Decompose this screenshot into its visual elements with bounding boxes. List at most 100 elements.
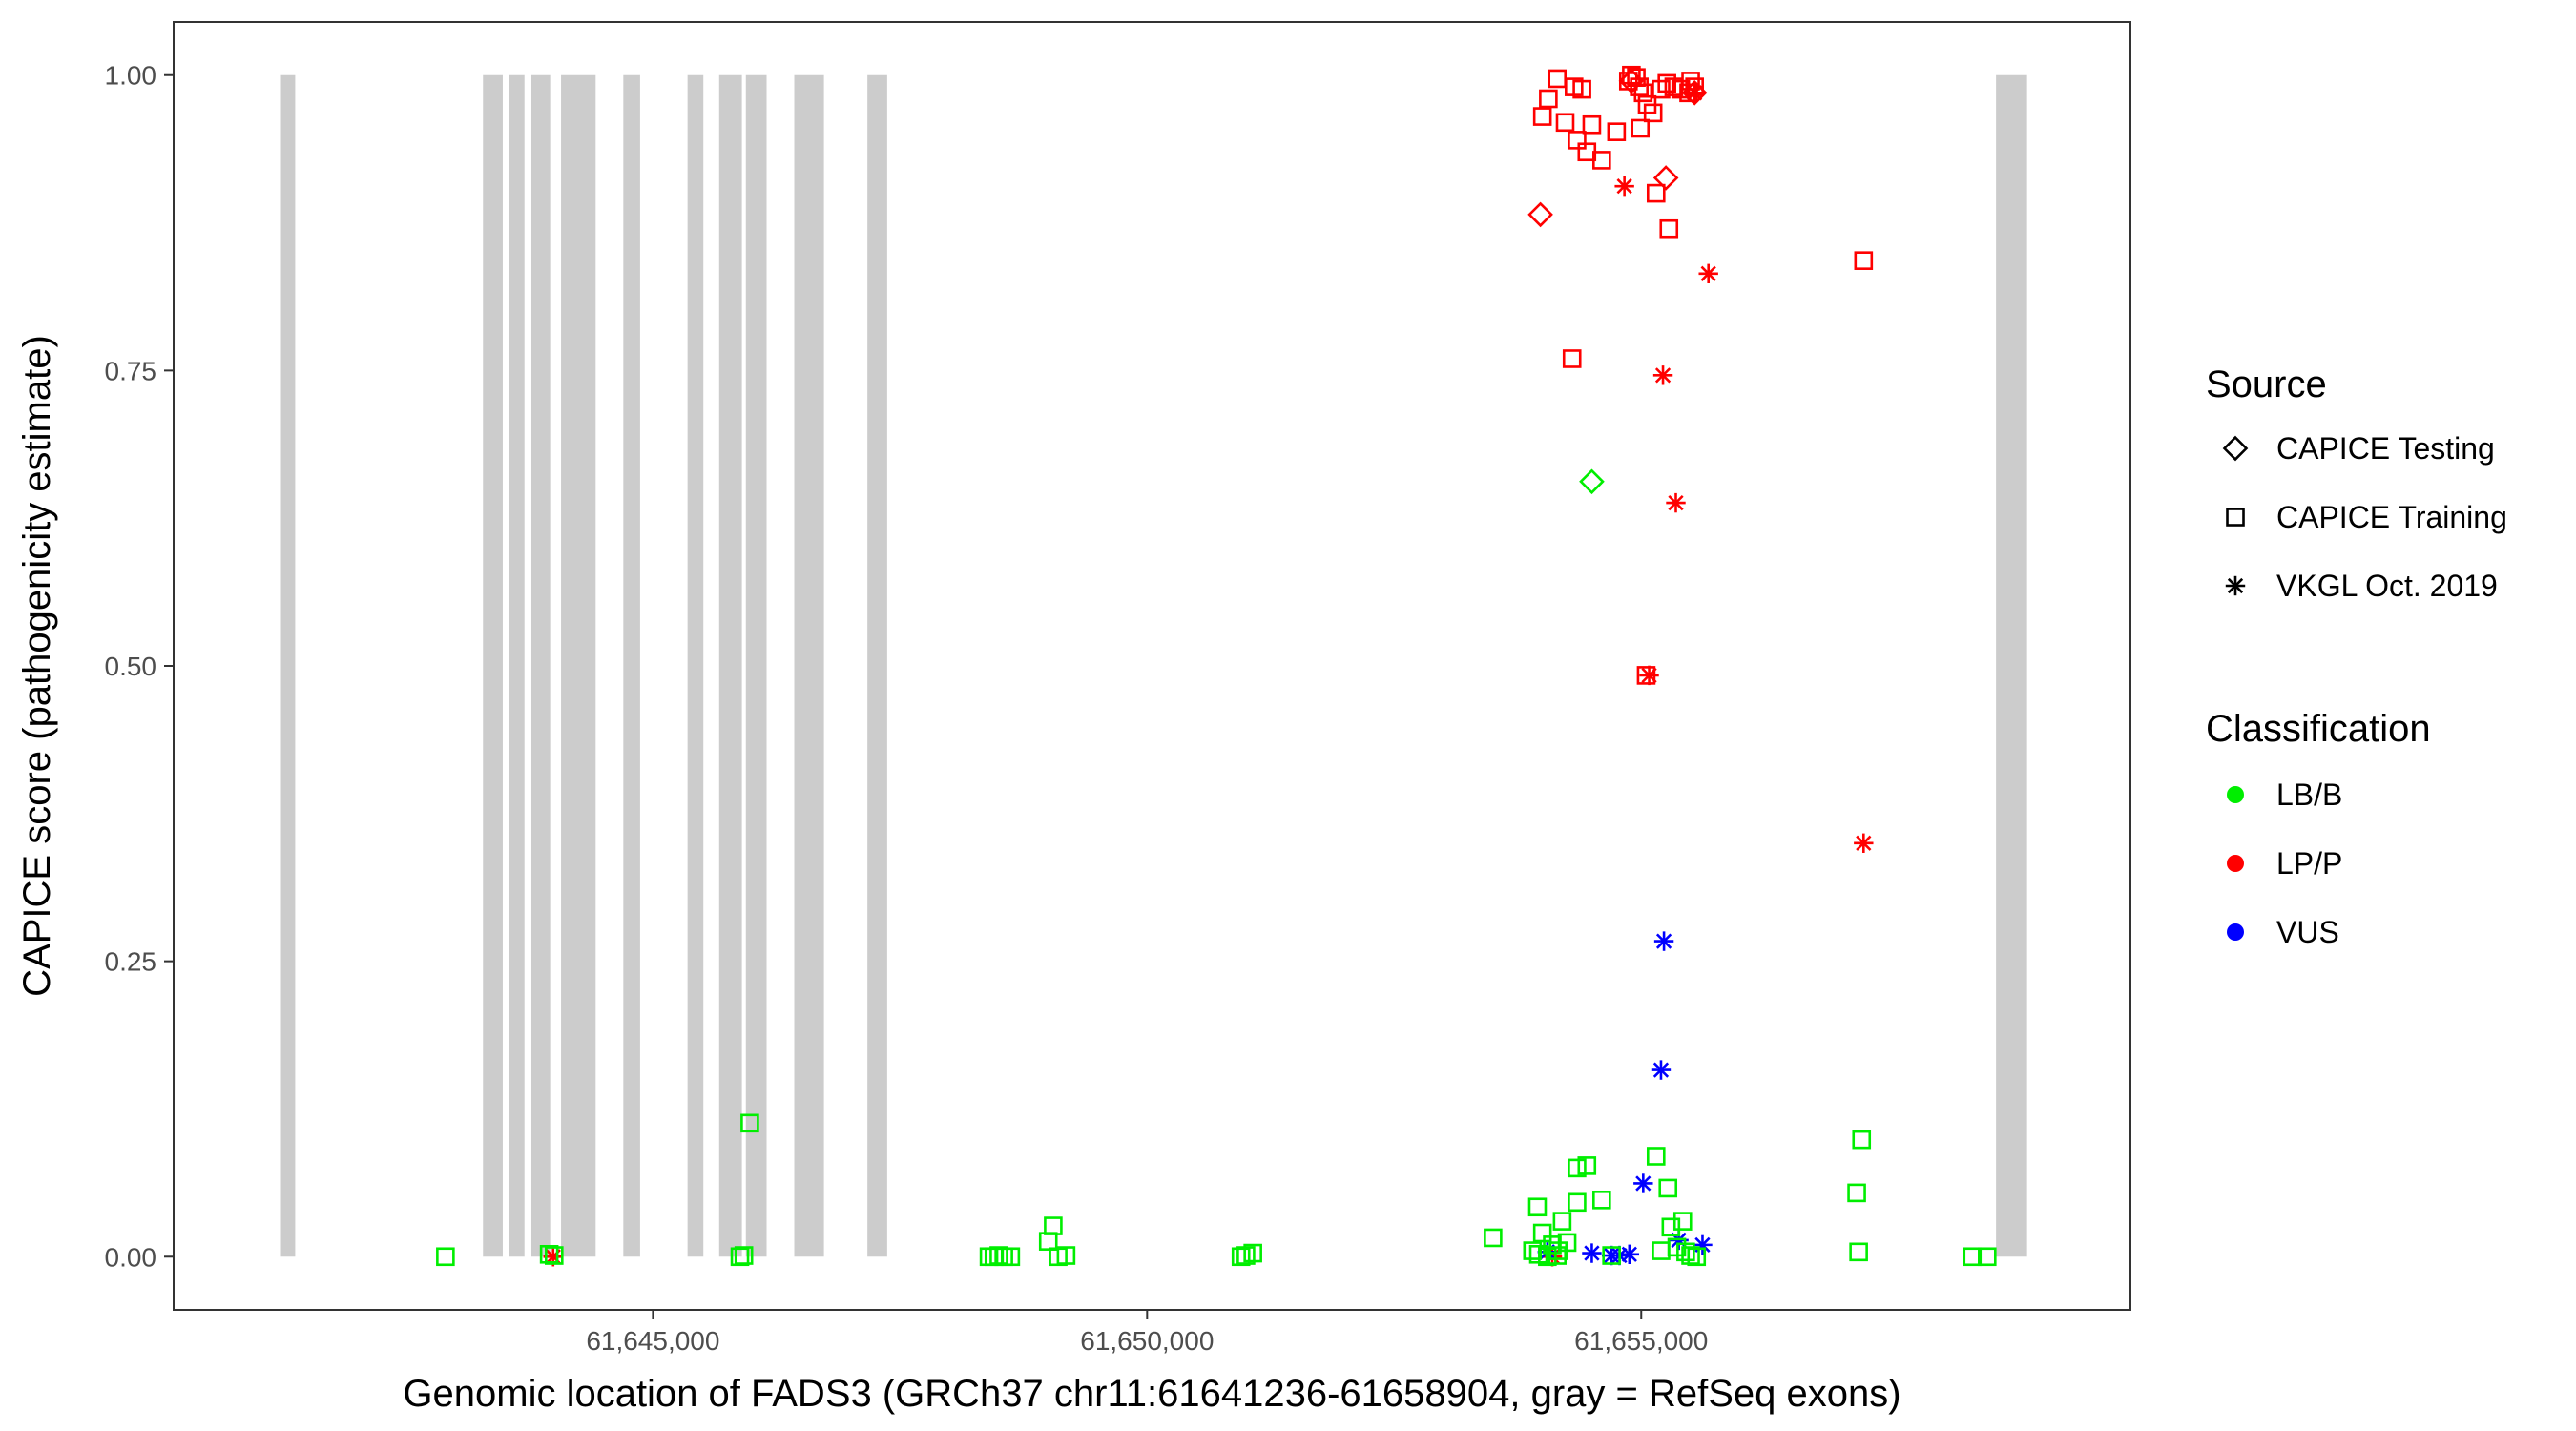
data-point bbox=[1001, 1247, 1021, 1267]
data-point bbox=[1038, 1232, 1058, 1251]
exon-bar bbox=[1996, 74, 2027, 1257]
data-point bbox=[1243, 1243, 1262, 1263]
exon-bar bbox=[745, 74, 767, 1257]
data-point bbox=[1652, 79, 1671, 99]
axes-layer: 0.00 0.25 0.50 0.75 1.00 61,645,000 61,650,000… bbox=[105, 61, 1709, 1356]
data-point bbox=[1684, 83, 1705, 103]
y-tick-label: 0.50 bbox=[105, 652, 157, 681]
data-point bbox=[1854, 833, 1874, 853]
legend-source: Source CAPICE Testing CAPICE Training VKGL … bbox=[2206, 363, 2507, 603]
legend-source-label: CAPICE Training bbox=[2276, 500, 2507, 534]
data-point bbox=[1646, 1147, 1666, 1166]
exon-bar bbox=[794, 74, 824, 1257]
data-point bbox=[1607, 122, 1627, 141]
data-point bbox=[1539, 89, 1558, 109]
data-point bbox=[1847, 1183, 1866, 1203]
data-point bbox=[1532, 107, 1552, 126]
data-point bbox=[1548, 1246, 1568, 1265]
exon-bar bbox=[718, 74, 742, 1257]
data-point bbox=[1661, 1217, 1681, 1237]
data-point bbox=[1568, 1192, 1587, 1213]
data-point bbox=[1577, 1156, 1597, 1175]
y-axis-title: CAPICE score (pathogenicity estimate) bbox=[16, 335, 58, 997]
legend-source-key bbox=[2222, 435, 2249, 462]
data-point bbox=[1582, 114, 1602, 135]
data-point bbox=[1601, 1245, 1622, 1266]
data-point bbox=[1666, 492, 1686, 513]
legend-source-label: VKGL Oct. 2019 bbox=[2276, 569, 2498, 603]
y-tick-label: 0.00 bbox=[105, 1242, 157, 1272]
legend-source-label: CAPICE Testing bbox=[2276, 431, 2495, 466]
data-point bbox=[1652, 165, 1679, 191]
y-tick-label: 1.00 bbox=[105, 61, 157, 91]
data-point bbox=[1592, 151, 1611, 170]
data-point bbox=[1672, 1212, 1693, 1231]
data-point bbox=[1568, 1158, 1587, 1178]
data-point bbox=[1676, 1242, 1695, 1262]
data-point bbox=[1643, 103, 1663, 123]
legend-classification-label: VUS bbox=[2276, 915, 2339, 949]
legend-source-title: Source bbox=[2206, 363, 2327, 405]
y-tick-label: 0.25 bbox=[105, 947, 157, 977]
data-point bbox=[740, 1113, 759, 1133]
data-point bbox=[1849, 1242, 1868, 1262]
data-point bbox=[1572, 79, 1591, 99]
data-point bbox=[1633, 1173, 1653, 1193]
exon-bar bbox=[530, 74, 551, 1257]
x-tick-label: 61,655,000 bbox=[1574, 1326, 1708, 1356]
legend-classification-key bbox=[2227, 855, 2244, 872]
data-point bbox=[1633, 83, 1653, 103]
data-point bbox=[545, 1246, 564, 1265]
exon-bar bbox=[561, 74, 596, 1257]
data-point bbox=[1552, 1212, 1572, 1231]
data-point bbox=[1618, 68, 1645, 94]
data-point bbox=[1543, 1235, 1562, 1255]
exon-bar bbox=[280, 74, 296, 1257]
data-point bbox=[1631, 118, 1651, 138]
x-axis-title: Genomic location of FADS3 (GRCh37 chr11:… bbox=[403, 1373, 1901, 1415]
data-point bbox=[1532, 1223, 1552, 1243]
data-point bbox=[1852, 1130, 1872, 1150]
data-point bbox=[1698, 263, 1718, 284]
data-point bbox=[1557, 1233, 1577, 1253]
data-point bbox=[1523, 1241, 1543, 1260]
exon-bar bbox=[623, 74, 640, 1257]
data-point bbox=[1579, 468, 1605, 495]
data-point bbox=[1854, 251, 1874, 270]
data-point bbox=[1602, 1246, 1621, 1265]
data-point bbox=[1978, 1247, 1997, 1267]
data-point bbox=[1653, 931, 1674, 951]
data-point bbox=[1568, 131, 1587, 150]
data-point bbox=[1527, 1197, 1548, 1217]
data-point bbox=[734, 1246, 754, 1265]
data-point bbox=[1582, 1243, 1602, 1263]
data-point bbox=[1614, 176, 1634, 197]
data-point bbox=[1681, 79, 1708, 106]
data-point bbox=[436, 1247, 455, 1267]
data-point bbox=[1963, 1247, 1983, 1267]
legend-classification-key bbox=[2227, 786, 2244, 803]
data-point bbox=[1659, 218, 1679, 238]
data-point bbox=[1687, 1247, 1707, 1267]
legend-source-key bbox=[2225, 575, 2246, 596]
data-point bbox=[1652, 365, 1673, 385]
data-point bbox=[1538, 1247, 1557, 1267]
data-point bbox=[1693, 1234, 1713, 1255]
legend-source-key bbox=[2226, 508, 2245, 527]
data-point bbox=[1555, 113, 1575, 133]
data-point bbox=[1639, 665, 1659, 686]
data-point bbox=[1658, 1178, 1678, 1198]
legend-classification-title: Classification bbox=[2206, 708, 2431, 750]
legend-classification: Classification LB/B LP/P VUS bbox=[2206, 708, 2431, 949]
exon-bar bbox=[687, 74, 704, 1257]
points-layer bbox=[436, 65, 1997, 1267]
data-point bbox=[1562, 349, 1582, 368]
exon-layer bbox=[280, 74, 2027, 1257]
y-tick-label: 0.75 bbox=[105, 356, 157, 385]
exon-bar bbox=[483, 74, 503, 1257]
exon-bar bbox=[867, 74, 887, 1257]
data-point bbox=[1592, 1191, 1611, 1210]
data-point bbox=[1484, 1228, 1503, 1248]
